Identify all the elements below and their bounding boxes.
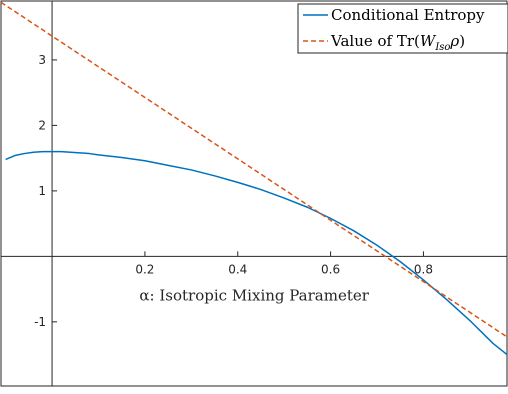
x-tick-label: 0.8 xyxy=(414,262,433,276)
y-tick-label: 3 xyxy=(38,53,46,67)
series-line-conditional-entropy xyxy=(5,150,508,356)
x-tick-label: 0.2 xyxy=(135,262,154,276)
series-layer xyxy=(0,1,508,356)
labels: α: Isotropic Mixing Parameter xyxy=(139,286,369,304)
y-tick-label: -1 xyxy=(34,315,46,329)
series-line-trace-value xyxy=(0,1,508,338)
x-axis-label: α: Isotropic Mixing Parameter xyxy=(139,286,369,304)
legend-box xyxy=(297,3,508,54)
y-tick-label: 2 xyxy=(38,118,46,132)
x-tick-label: 0.4 xyxy=(228,262,247,276)
legend: Conditional Entropy Value of Tr(WIsoρ) xyxy=(297,3,508,54)
x-tick-label: 0.6 xyxy=(321,262,340,276)
legend-label-conditional-entropy: Conditional Entropy xyxy=(331,6,485,24)
y-tick-label: 1 xyxy=(38,184,46,198)
legend-label-trace-value: Value of Tr(WIsoρ) xyxy=(330,32,465,53)
